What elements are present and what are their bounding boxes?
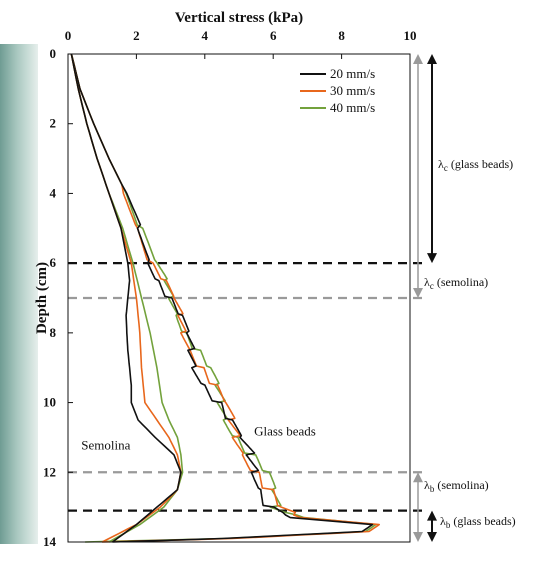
arrow-head <box>427 54 437 64</box>
x-tick-label: 0 <box>65 28 72 43</box>
x-tick-label: 8 <box>338 28 345 43</box>
axes: 0 2 4 6 8 10 0 2 4 6 8 10 12 14 <box>43 28 417 549</box>
annotation-glass-beads: Glass beads <box>254 423 316 438</box>
zone-arrows <box>413 54 437 542</box>
legend-label-40mms: 40 mm/s <box>330 100 375 115</box>
zone-label-text: (glass beads) <box>450 514 515 528</box>
series-line-20mms-semolina <box>70 53 182 543</box>
zone-label-lambda-c-semolina: λc (semolina) <box>424 275 488 291</box>
x-tick-label: 6 <box>270 28 277 43</box>
arrow-head <box>427 532 437 542</box>
arrow-head <box>413 532 423 542</box>
y-tick-label: 8 <box>50 325 57 340</box>
zone-label-text: (semolina) <box>434 478 488 492</box>
arrow-head <box>413 54 423 64</box>
zone-label-lambda-c-glass-beads: λc (glass beads) <box>438 157 513 173</box>
arrow-head <box>413 288 423 298</box>
zone-label-symbol: λ <box>438 157 444 171</box>
series-line-30mms-glass-beads <box>70 53 381 543</box>
arrow-head <box>427 510 437 521</box>
arrow-head <box>427 253 437 264</box>
y-tick-label: 4 <box>50 185 57 200</box>
reference-lines <box>68 262 424 512</box>
zone-label-subscript: b <box>446 520 451 530</box>
y-tick-label: 12 <box>43 464 56 479</box>
arrow-head <box>413 472 423 483</box>
zone-label-symbol: λ <box>440 514 446 528</box>
y-axis-title: Depth (cm) <box>34 262 50 334</box>
zone-label-text: (glass beads) <box>448 157 513 171</box>
legend-label-20mms: 20 mm/s <box>330 66 375 81</box>
x-axis-ticks: 0 2 4 6 8 10 <box>65 28 417 59</box>
series-line-20mms-glass-beads <box>70 53 374 543</box>
legend: 20 mm/s 30 mm/s 40 mm/s <box>300 66 375 115</box>
series-line-40mms-glass-beads <box>70 53 377 543</box>
x-tick-label: 4 <box>202 28 209 43</box>
x-tick-label: 2 <box>133 28 140 43</box>
zone-label-lambda-b-glass-beads: λb (glass beads) <box>440 514 516 530</box>
y-tick-label: 10 <box>43 395 56 410</box>
y-tick-label: 14 <box>43 534 57 549</box>
series-lines <box>70 53 381 543</box>
zone-label-subscript: c <box>444 163 448 173</box>
zone-label-subscript: c <box>430 281 434 291</box>
zone-label-text: (semolina) <box>434 275 488 289</box>
y-tick-label: 2 <box>50 116 57 131</box>
legend-label-30mms: 30 mm/s <box>330 83 375 98</box>
y-tick-label: 6 <box>50 255 57 270</box>
x-tick-label: 10 <box>404 28 417 43</box>
plot-frame <box>67 53 411 543</box>
zone-label-subscript: b <box>430 484 435 494</box>
zone-label-lambda-b-semolina: λb (semolina) <box>424 478 489 494</box>
background-image-strip <box>0 44 38 544</box>
y-tick-label: 0 <box>50 46 57 61</box>
y-axis-ticks: 0 2 4 6 8 10 12 14 <box>43 46 73 549</box>
annotation-semolina: Semolina <box>81 437 130 452</box>
x-axis-title: Vertical stress (kPa) <box>175 10 303 26</box>
zone-label-symbol: λ <box>424 275 430 289</box>
zone-label-symbol: λ <box>424 478 430 492</box>
